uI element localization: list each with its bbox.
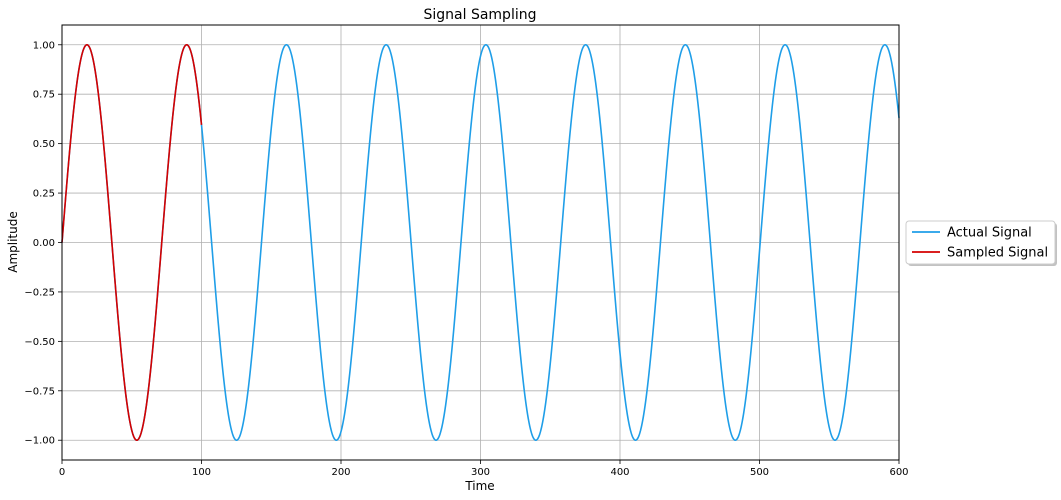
x-tick-label: 200 [331,467,350,478]
y-tick-label: 0.00 [33,238,55,249]
y-tick-label: 0.50 [33,139,55,150]
x-tick-label: 100 [192,467,211,478]
y-tick-label: −1.00 [24,436,55,447]
chart-title: Signal Sampling [424,7,537,23]
legend-label-1: Actual Signal [947,226,1032,241]
series-layer [61,43,900,442]
x-tick-label: 400 [610,467,629,478]
y-axis-label: Amplitude [6,211,20,273]
series-line-2 [61,43,203,442]
legend-label-2: Sampled Signal [947,246,1048,261]
y-tick-label: 0.25 [33,189,55,200]
y-tick-label: −0.50 [24,337,55,348]
legend: Actual Signal Sampled Signal [905,220,1057,266]
y-tick-label: 0.75 [33,90,55,101]
y-tick-label: 1.00 [33,40,55,51]
legend-box [905,220,1056,265]
x-tick-label: 0 [59,467,65,478]
x-tick-label: 600 [889,467,908,478]
y-tick-label: −0.25 [24,287,55,298]
x-tick-label: 500 [750,467,769,478]
ticks: 0 100 200 300 400 500 600 −1.00 −0.75 −0.50 −0.25 0… [24,40,908,478]
y-tick-label: −0.75 [24,386,55,397]
x-tick-label: 300 [471,467,490,478]
x-axis-label: Time [464,479,494,493]
